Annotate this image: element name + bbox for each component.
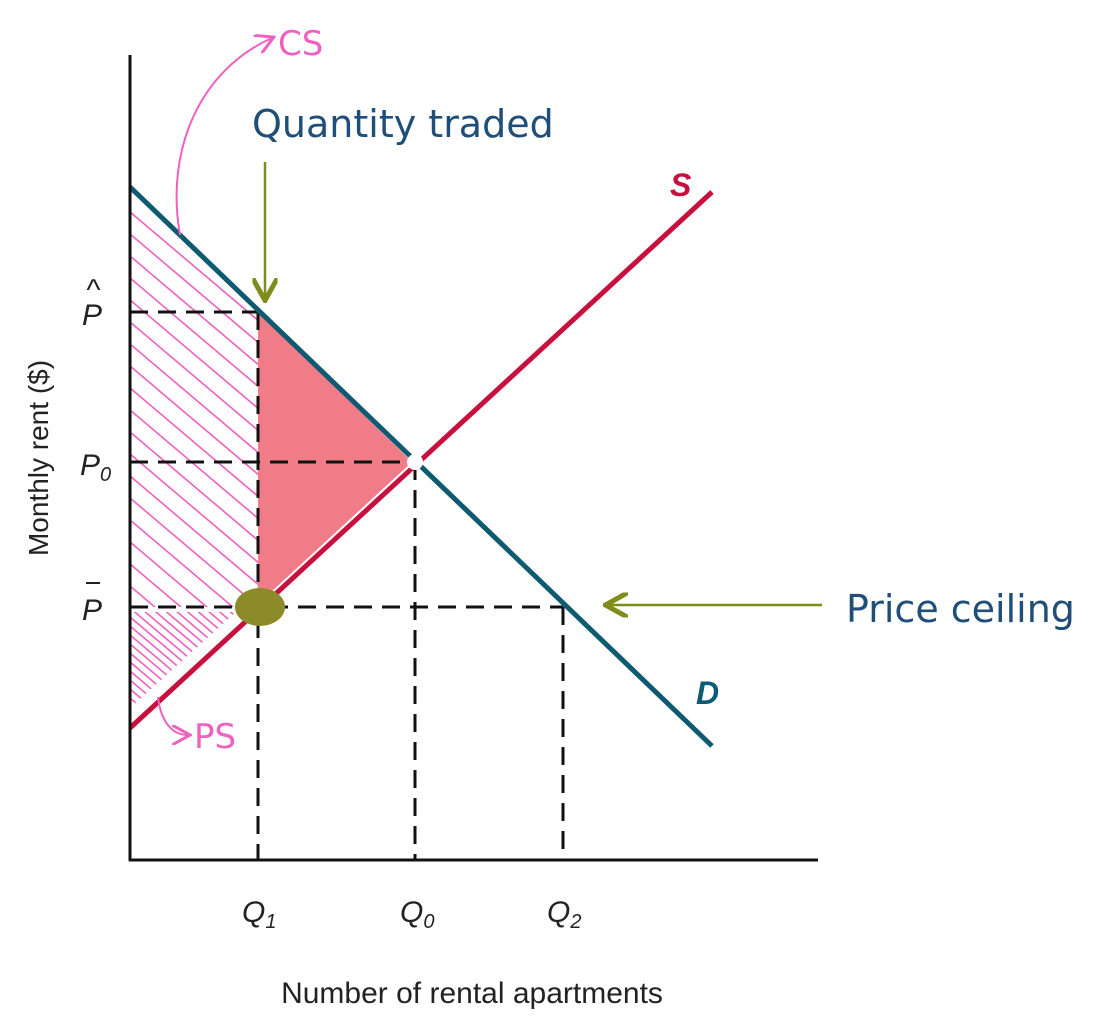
dashed-guides: [130, 310, 565, 860]
hatch-stroke: [130, 187, 258, 235]
hatch-stroke: [130, 187, 258, 257]
hatch-stroke: [130, 299, 258, 411]
hatch-stroke: [130, 277, 258, 389]
hatch-stroke: [130, 612, 236, 638]
producer-surplus-hatching: [130, 500, 260, 708]
hatch-stroke: [130, 387, 258, 499]
hatch-stroke: [130, 541, 258, 607]
hatch-stroke: [130, 365, 258, 477]
hatch-stroke: [130, 431, 258, 543]
cs-pointer-arrow: [175, 38, 272, 236]
y-axis-label: Monthly rent ($): [23, 360, 54, 556]
ps-pointer-arrow: [157, 696, 188, 735]
hatch-stroke: [130, 343, 258, 455]
hatch-stroke: [130, 612, 236, 701]
q0-label: Q0: [400, 896, 434, 933]
deadweight-loss-area: [258, 312, 412, 604]
hatch-stroke: [130, 612, 236, 692]
q1-label: Q1: [242, 896, 276, 933]
hatch-stroke: [130, 187, 258, 213]
price-ceiling-annotation: Price ceiling: [846, 587, 1075, 631]
demand-label: D: [696, 675, 719, 711]
hatch-stroke: [130, 453, 258, 565]
hatch-stroke: [130, 519, 258, 607]
hat-mark: ^: [86, 274, 101, 307]
hatch-stroke: [130, 497, 258, 607]
hatch-stroke: [130, 321, 258, 433]
hatch-stroke: [130, 187, 258, 191]
q2-label: Q2: [547, 896, 581, 933]
hatch-stroke: [130, 612, 236, 683]
hatch-stroke: [130, 211, 258, 323]
quantity-traded-point: [235, 588, 285, 626]
x-axis-label: Number of rental apartments: [281, 977, 663, 1010]
hatch-stroke: [130, 475, 258, 587]
hatch-stroke: [130, 652, 236, 708]
handwritten-ps: PS: [194, 717, 236, 757]
consumer-surplus-hatching: [130, 187, 258, 607]
hatch-stroke: [130, 612, 236, 674]
p-zero-label: P0: [80, 449, 111, 486]
p-bar-label: P: [82, 594, 102, 627]
hatch-stroke: [130, 585, 258, 607]
hatch-stroke: [130, 500, 260, 610]
hatch-stroke: [130, 187, 258, 279]
supply-label: S: [670, 167, 692, 203]
hatch-stroke: [130, 409, 258, 521]
quantity-traded-annotation: Quantity traded: [252, 102, 554, 146]
equilibrium-point: [407, 454, 423, 470]
hatch-stroke: [130, 661, 236, 708]
handwritten-cs: CS: [278, 24, 323, 64]
hatch-stroke: [130, 563, 258, 607]
hatch-stroke: [130, 233, 258, 345]
p-hat-label: P: [82, 299, 102, 332]
